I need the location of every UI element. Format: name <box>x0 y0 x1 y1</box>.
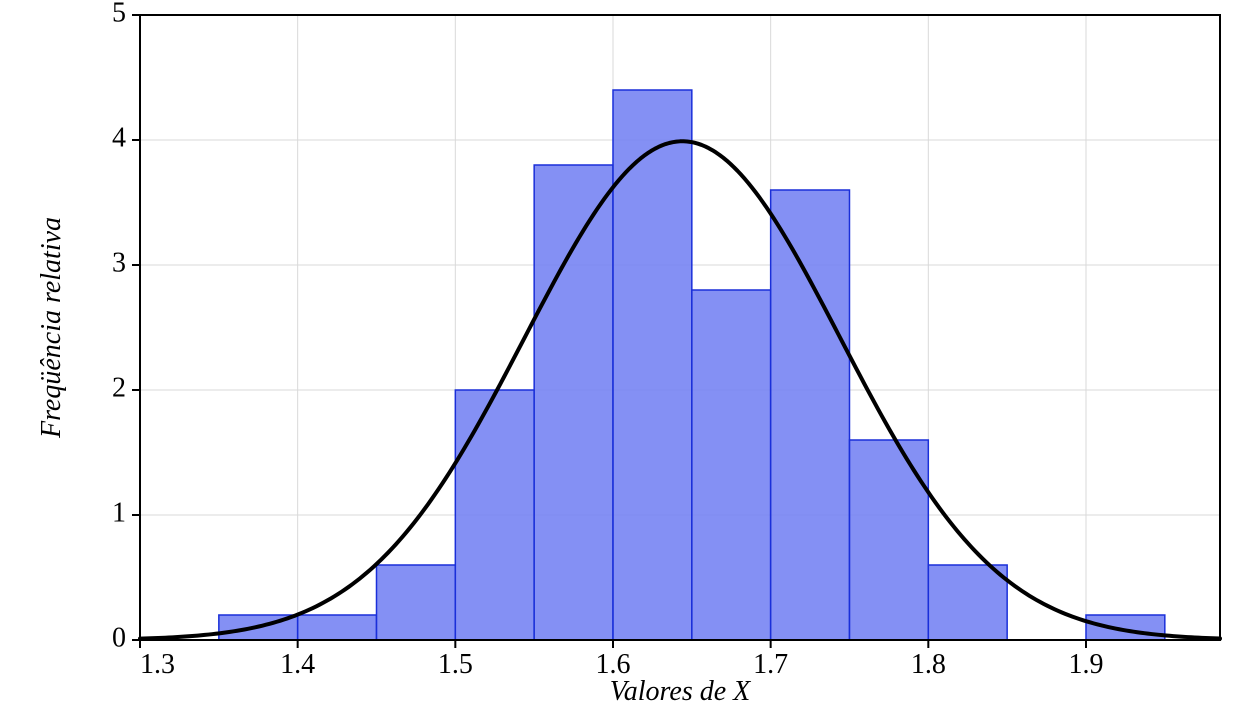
chart-svg: 1.31.41.51.61.71.81.9012345Valores de XF… <box>0 0 1236 727</box>
y-tick-label: 1 <box>112 497 126 528</box>
histogram-bar <box>771 190 850 640</box>
x-tick-label: 1.9 <box>1068 649 1103 680</box>
y-axis-label: Freqüência relativa <box>36 217 67 439</box>
x-tick-label: 1.3 <box>140 649 175 680</box>
y-tick-label: 3 <box>112 247 126 278</box>
x-axis-label: Valores de X <box>610 676 751 707</box>
x-tick-label: 1.8 <box>911 649 946 680</box>
histogram-bar <box>298 615 377 640</box>
histogram-bar <box>376 565 455 640</box>
x-tick-label: 1.7 <box>753 649 788 680</box>
y-tick-label: 4 <box>112 122 126 153</box>
histogram-chart: 1.31.41.51.61.71.81.9012345Valores de XF… <box>0 0 1236 727</box>
y-tick-label: 0 <box>112 622 126 653</box>
y-tick-label: 5 <box>112 0 126 28</box>
histogram-bar <box>928 565 1007 640</box>
y-tick-label: 2 <box>112 372 126 403</box>
histogram-bar <box>1086 615 1165 640</box>
histogram-bar <box>534 165 613 640</box>
histogram-bar <box>455 390 534 640</box>
histogram-bar <box>849 440 928 640</box>
histogram-bar <box>692 290 771 640</box>
x-tick-label: 1.4 <box>280 649 315 680</box>
x-tick-label: 1.5 <box>438 649 473 680</box>
